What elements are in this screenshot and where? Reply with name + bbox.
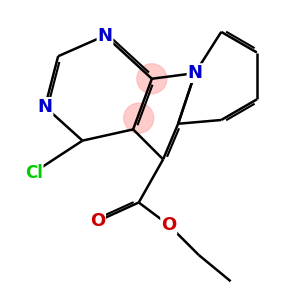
Circle shape <box>124 103 154 133</box>
Text: Cl: Cl <box>25 164 43 181</box>
Text: N: N <box>38 98 52 116</box>
Text: N: N <box>98 27 112 45</box>
Text: N: N <box>188 64 202 82</box>
Text: O: O <box>90 212 105 230</box>
Text: O: O <box>161 216 176 234</box>
Circle shape <box>137 64 167 94</box>
